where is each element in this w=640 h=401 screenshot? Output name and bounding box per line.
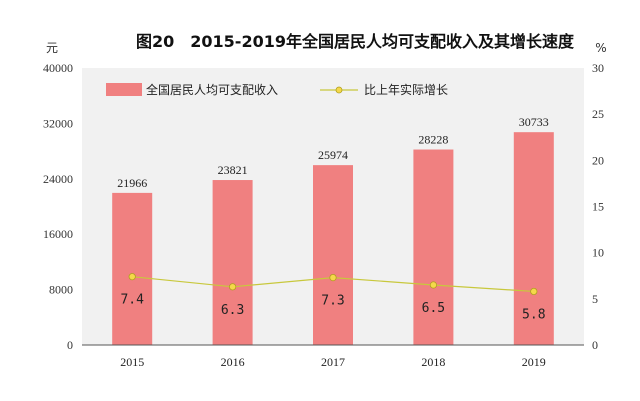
growth-point-2016 <box>229 283 237 291</box>
growth-point-2019 <box>530 287 538 296</box>
bar-2015 <box>112 192 153 345</box>
legend: 全国居民人均可支配收入 比上年实际增长 <box>106 82 448 97</box>
growth-value-label: 6.5 <box>422 301 445 316</box>
left-tick-label: 40000 <box>43 61 73 75</box>
right-tick-label: 30 <box>592 61 604 75</box>
growth-point-2018 <box>429 281 437 289</box>
right-axis-unit: % <box>595 41 606 55</box>
growth-value-label: 5.8 <box>522 307 545 322</box>
bar-value-label: 25974 <box>318 148 348 162</box>
bar-2017 <box>313 165 353 345</box>
bar-value-label: 28228 <box>418 133 448 147</box>
right-tick-label: 25 <box>592 107 604 121</box>
left-tick-label: 0 <box>67 338 73 352</box>
x-tick-label: 2018 <box>421 355 445 369</box>
growth-point-2017 <box>329 273 337 282</box>
left-tick-label: 24000 <box>43 172 73 186</box>
left-axis: 0 8000 16000 24000 32000 40000 <box>43 61 73 352</box>
right-tick-label: 15 <box>592 200 604 214</box>
chart-title: 图20 2015-2019年全国居民人均可支配收入及其增长速度 <box>136 32 575 51</box>
legend-label-bar: 全国居民人均可支配收入 <box>146 82 278 97</box>
legend-marker-line <box>335 86 343 94</box>
legend-swatch-bar <box>106 83 142 96</box>
right-tick-label: 20 <box>592 153 604 167</box>
x-tick-label: 2017 <box>321 355 345 369</box>
growth-value-label: 6.3 <box>221 303 244 318</box>
bar-2018 <box>413 149 454 345</box>
growth-point-2015 <box>128 273 136 281</box>
right-tick-label: 5 <box>592 292 598 306</box>
left-axis-unit: 元 <box>46 41 58 55</box>
bar-value-label: 21966 <box>117 176 147 190</box>
growth-value-label: 7.3 <box>321 294 344 309</box>
left-tick-label: 32000 <box>43 116 73 130</box>
x-tick-label: 2016 <box>221 355 245 369</box>
x-axis: 2015 2016 2017 2018 2019 <box>120 355 546 369</box>
right-tick-label: 10 <box>592 246 604 260</box>
right-axis: 0 5 10 15 20 25 30 <box>592 61 604 352</box>
right-tick-label: 0 <box>592 338 598 352</box>
bar-series <box>112 132 554 345</box>
x-tick-label: 2015 <box>120 355 144 369</box>
bar-value-labels: 21966 23821 25974 28228 30733 <box>117 115 549 190</box>
line-series: 7.4 6.3 7.3 6.5 5.8 <box>120 273 546 322</box>
bar-value-label: 30733 <box>519 115 549 129</box>
bar-value-label: 23821 <box>218 163 248 177</box>
growth-value-label: 7.4 <box>120 293 144 308</box>
x-tick-label: 2019 <box>522 355 546 369</box>
bar-2019 <box>513 132 554 345</box>
legend-label-line: 比上年实际增长 <box>364 82 448 97</box>
left-tick-label: 8000 <box>49 283 73 297</box>
bar-2016 <box>212 180 253 345</box>
left-tick-label: 16000 <box>43 227 73 241</box>
